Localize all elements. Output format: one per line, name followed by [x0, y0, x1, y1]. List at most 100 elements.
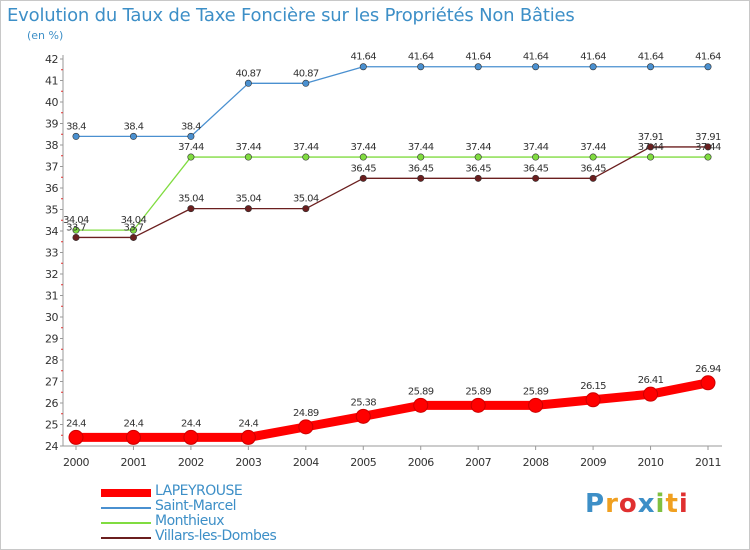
y-tick-label: 40 [45, 96, 58, 109]
y-tick-label: 37 [45, 161, 58, 174]
y-tick-label: 41 [45, 75, 58, 88]
series-line-2 [75, 156, 709, 231]
data-point [359, 63, 367, 71]
data-point [72, 132, 80, 140]
data-point [417, 63, 425, 71]
logo-letter: o [618, 489, 638, 519]
data-label: 37.44 [638, 142, 664, 153]
data-point [355, 408, 371, 424]
legend-label: Saint-Marcel [155, 498, 237, 514]
data-label: 38.4 [66, 121, 86, 132]
data-label: 35.04 [236, 194, 262, 205]
data-point [417, 153, 425, 161]
data-point [302, 153, 310, 161]
data-label: 37.44 [178, 142, 204, 153]
data-label: 25.38 [350, 397, 376, 408]
data-label: 40.87 [293, 68, 319, 79]
data-label: 37.44 [523, 142, 549, 153]
data-label: 36.45 [350, 163, 376, 174]
data-label: 37.44 [236, 142, 262, 153]
data-point [187, 132, 195, 140]
logo-letter: i [678, 489, 689, 519]
logo-letter: x [637, 489, 656, 519]
y-tick-label: 30 [45, 311, 58, 324]
data-point [244, 153, 252, 161]
data-label: 35.04 [293, 194, 319, 205]
data-label: 36.45 [523, 163, 549, 174]
data-point [470, 397, 486, 413]
x-tick-label: 2010 [638, 456, 664, 469]
data-point [647, 143, 655, 151]
y-tick-label: 29 [45, 333, 58, 346]
y-tick-label: 27 [45, 376, 58, 389]
data-point [298, 419, 314, 435]
x-tick-label: 2011 [695, 456, 721, 469]
data-point [474, 174, 482, 182]
data-point [72, 233, 80, 241]
x-tick-label: 2000 [63, 456, 89, 469]
data-point [474, 153, 482, 161]
data-point [589, 153, 597, 161]
data-point [302, 79, 310, 87]
data-point [359, 153, 367, 161]
y-tick-label: 25 [45, 419, 58, 432]
data-point [474, 63, 482, 71]
y-tick-label: 42 [45, 53, 58, 66]
data-point [647, 153, 655, 161]
data-point [413, 397, 429, 413]
data-point [125, 429, 141, 445]
data-label: 37.44 [580, 142, 606, 153]
legend-label: Villars-les-Dombes [155, 528, 277, 544]
x-tick-label: 2009 [580, 456, 606, 469]
y-tick-label: 36 [45, 182, 58, 195]
data-label: 41.64 [465, 52, 491, 63]
data-point [532, 174, 540, 182]
data-label: 34.04 [63, 215, 89, 226]
y-tick-label: 33 [45, 247, 58, 260]
y-tick-label: 28 [45, 354, 58, 367]
logo-letter: r [605, 489, 619, 519]
x-tick-label: 2007 [465, 456, 491, 469]
legend-swatch [101, 537, 151, 539]
data-point [704, 143, 712, 151]
logo-letter: P [585, 489, 606, 519]
data-point [129, 233, 137, 241]
y-tick-label: 32 [45, 268, 58, 281]
y-tick-label: 24 [45, 440, 58, 453]
data-point [183, 429, 199, 445]
y-tick-label: 38 [45, 139, 58, 152]
data-point [129, 226, 137, 234]
chart-unit-label: (en %) [27, 29, 64, 42]
data-label: 41.64 [580, 52, 606, 63]
data-point [704, 63, 712, 71]
data-label: 26.15 [580, 381, 606, 392]
data-point [244, 79, 252, 87]
data-label: 33.7 [124, 222, 144, 233]
data-point [704, 153, 712, 161]
data-point [647, 63, 655, 71]
x-tick-label: 2005 [350, 456, 376, 469]
data-label: 40.87 [236, 68, 262, 79]
data-point [532, 63, 540, 71]
data-label: 24.4 [181, 418, 201, 429]
data-label: 41.64 [350, 52, 376, 63]
data-label: 26.94 [695, 364, 721, 375]
data-label: 41.64 [695, 52, 721, 63]
logo-letter: t [665, 489, 679, 519]
data-label: 37.44 [465, 142, 491, 153]
data-label: 37.44 [293, 142, 319, 153]
data-label: 41.64 [523, 52, 549, 63]
data-point [417, 174, 425, 182]
data-label: 41.64 [408, 52, 434, 63]
data-point [589, 174, 597, 182]
proxiti-logo: Proxiti [585, 489, 689, 519]
series-line-0 [71, 378, 713, 442]
x-tick-label: 2003 [235, 456, 261, 469]
x-tick-label: 2002 [178, 456, 204, 469]
data-point [187, 153, 195, 161]
series-line-3 [75, 146, 709, 239]
data-point [528, 397, 544, 413]
data-label: 26.41 [638, 375, 664, 386]
data-point [700, 375, 716, 391]
